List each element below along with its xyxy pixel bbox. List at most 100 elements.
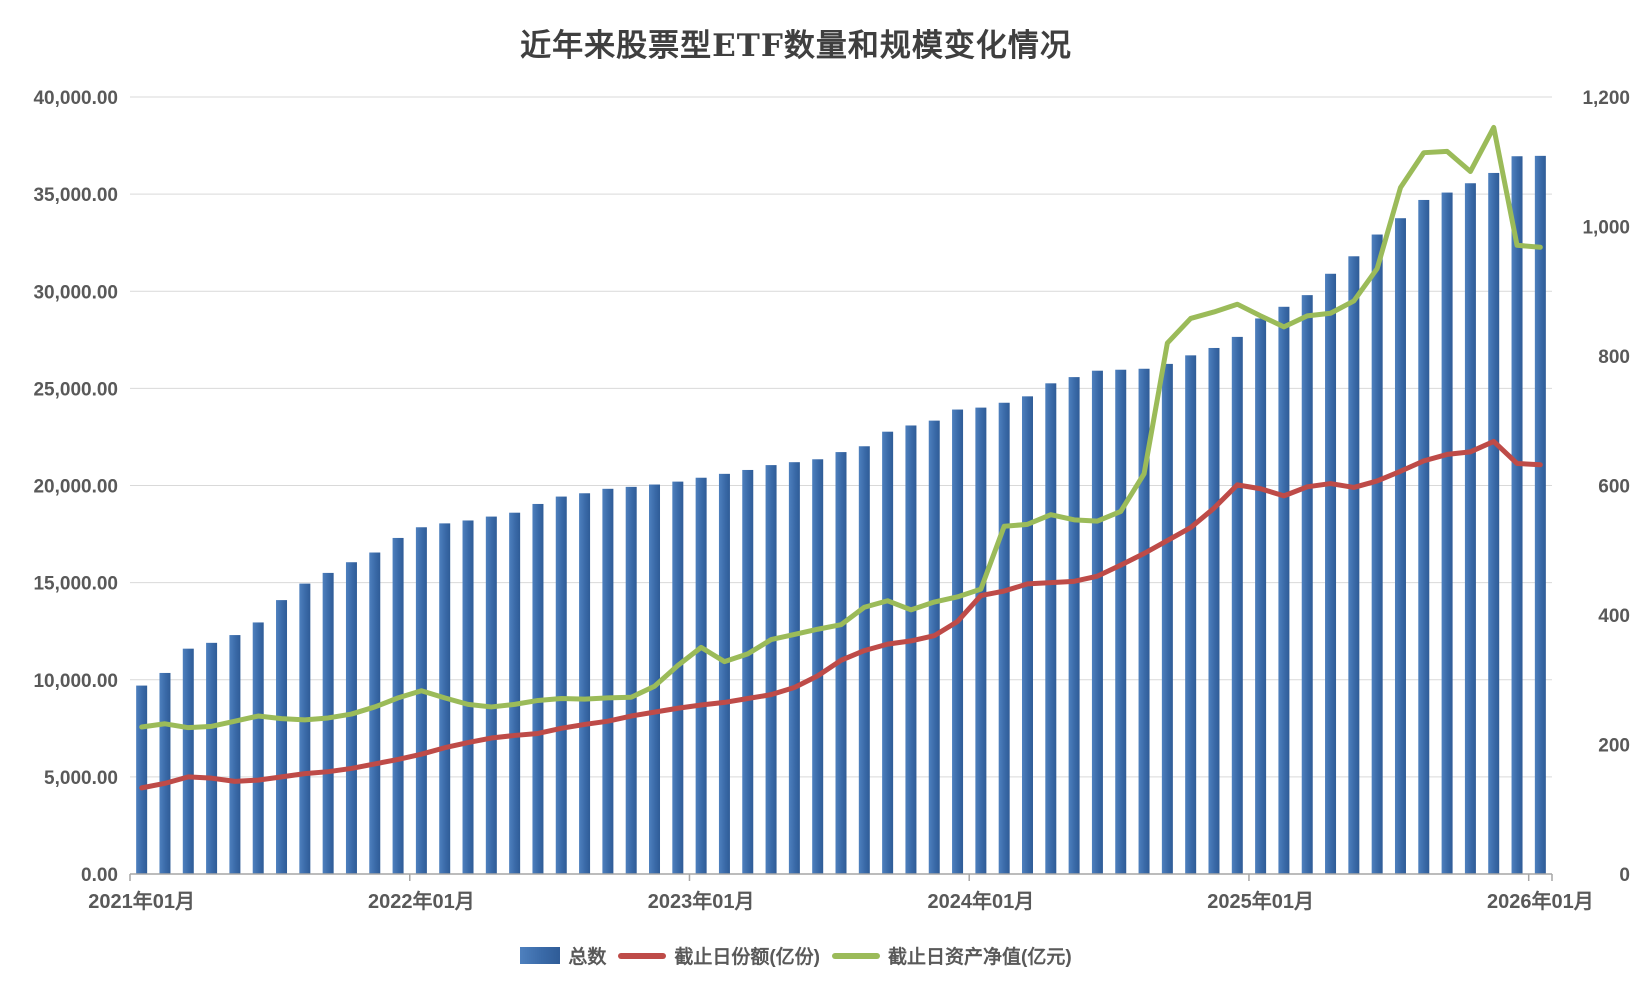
bar — [975, 407, 987, 874]
legend-green-line-swatch-icon — [832, 952, 880, 959]
bar — [742, 469, 754, 874]
legend-item-total: 总数 — [520, 942, 606, 969]
line-series-share — [139, 438, 1543, 791]
bar — [1068, 377, 1080, 874]
y-left-tick-label: 20,000.00 — [33, 477, 118, 498]
bar — [345, 562, 357, 874]
bar — [322, 572, 334, 874]
legend-label-total: 总数 — [568, 947, 607, 968]
bar — [1301, 295, 1313, 874]
bar — [1488, 172, 1500, 874]
y-axis-right: 0 200 400 600 800 1,000 1,200 — [1582, 88, 1630, 886]
legend-label-share: 截止日份额(亿份) — [674, 947, 820, 968]
y-left-tick-label: 10,000.00 — [33, 671, 118, 692]
bar — [299, 583, 311, 874]
bar — [905, 425, 917, 874]
y-left-tick-label: 40,000.00 — [33, 88, 118, 109]
bar — [625, 486, 637, 874]
y-right-tick-label: 600 — [1598, 477, 1630, 498]
line-series-nav — [139, 124, 1543, 731]
bar — [136, 685, 148, 874]
bar — [1115, 369, 1127, 874]
legend-red-line-swatch-icon — [618, 952, 667, 959]
x-tick-label: 2025年01月 — [1207, 889, 1314, 913]
bar — [672, 481, 684, 874]
bar — [532, 503, 544, 874]
bar — [812, 459, 824, 874]
bar — [1138, 368, 1150, 874]
bar — [1325, 273, 1337, 875]
legend-label-nav: 截止日资产净值(亿元) — [888, 947, 1072, 968]
bar — [369, 552, 381, 874]
bar — [998, 402, 1010, 874]
y-left-tick-label: 25,000.00 — [33, 379, 118, 400]
bar — [252, 622, 264, 874]
bar — [159, 672, 171, 874]
y-right-tick-label: 0 — [1619, 865, 1630, 886]
bar — [415, 527, 427, 874]
y-right-tick-label: 200 — [1598, 736, 1630, 757]
bar — [858, 446, 870, 874]
bar — [1161, 363, 1173, 874]
bar — [765, 465, 777, 874]
bar — [1045, 383, 1057, 874]
y-left-tick-label: 15,000.00 — [33, 574, 118, 595]
bar — [1208, 347, 1220, 874]
bar — [1441, 192, 1453, 875]
bar — [1464, 183, 1476, 874]
y-left-tick-label: 0.00 — [81, 865, 118, 886]
bar — [1371, 234, 1383, 875]
bar — [952, 409, 964, 874]
y-axis-left: 0.00 5,000.00 10,000.00 15,000.00 20,000.00 2… — [33, 88, 118, 886]
bar — [1534, 155, 1546, 874]
x-axis — [129, 873, 1553, 881]
bar — [229, 635, 241, 874]
bar — [1185, 355, 1197, 874]
bar — [788, 462, 800, 874]
chart-title: 近年来股票型ETF数量和规模变化情况 — [520, 28, 1072, 64]
bar — [1394, 218, 1406, 874]
bar — [1091, 370, 1103, 874]
bar — [1231, 336, 1243, 874]
bar — [509, 512, 521, 874]
y-left-tick-label: 5,000.00 — [44, 768, 118, 789]
x-tick-label: 2026年01月 — [1487, 889, 1594, 913]
bar — [649, 484, 661, 874]
y-left-tick-label: 35,000.00 — [33, 185, 118, 206]
bar — [182, 648, 194, 874]
bar — [882, 431, 894, 874]
x-tick-label: 2023年01月 — [648, 889, 755, 913]
bar-series-total — [136, 155, 1546, 875]
bar — [1255, 318, 1267, 874]
bar — [485, 516, 497, 874]
y-left-tick-label: 30,000.00 — [33, 282, 118, 303]
legend-bar-swatch-icon — [520, 947, 561, 964]
x-tick-label: 2024年01月 — [927, 889, 1034, 913]
x-tick-label: 2021年01月 — [88, 889, 195, 913]
bar — [462, 520, 474, 874]
y-right-tick-label: 400 — [1598, 606, 1630, 627]
bar — [1418, 199, 1430, 874]
bar — [1278, 306, 1290, 874]
y-right-tick-label: 1,000 — [1582, 218, 1630, 239]
bar — [555, 496, 567, 874]
bar — [928, 420, 940, 874]
bar — [1021, 396, 1033, 874]
bar — [602, 488, 614, 874]
bar — [579, 493, 591, 874]
legend-item-nav: 截止日资产净值(亿元) — [832, 942, 1072, 969]
legend-item-share: 截止日份额(亿份) — [618, 942, 820, 969]
y-right-tick-label: 1,200 — [1582, 88, 1630, 109]
bar — [392, 537, 404, 874]
x-tick-label: 2022年01月 — [368, 889, 475, 913]
bar — [206, 642, 218, 874]
bar — [276, 600, 288, 874]
bar — [1511, 156, 1523, 875]
bar — [695, 477, 707, 874]
y-right-tick-label: 800 — [1598, 347, 1630, 368]
chart-legend: 总数 截止日份额(亿份) 截止日资产净值(亿元) — [0, 942, 1592, 969]
bar — [1348, 256, 1360, 874]
x-axis-labels: 2021年01月 2022年01月 2023年01月 2024年01月 2025年01月… — [88, 889, 1593, 913]
